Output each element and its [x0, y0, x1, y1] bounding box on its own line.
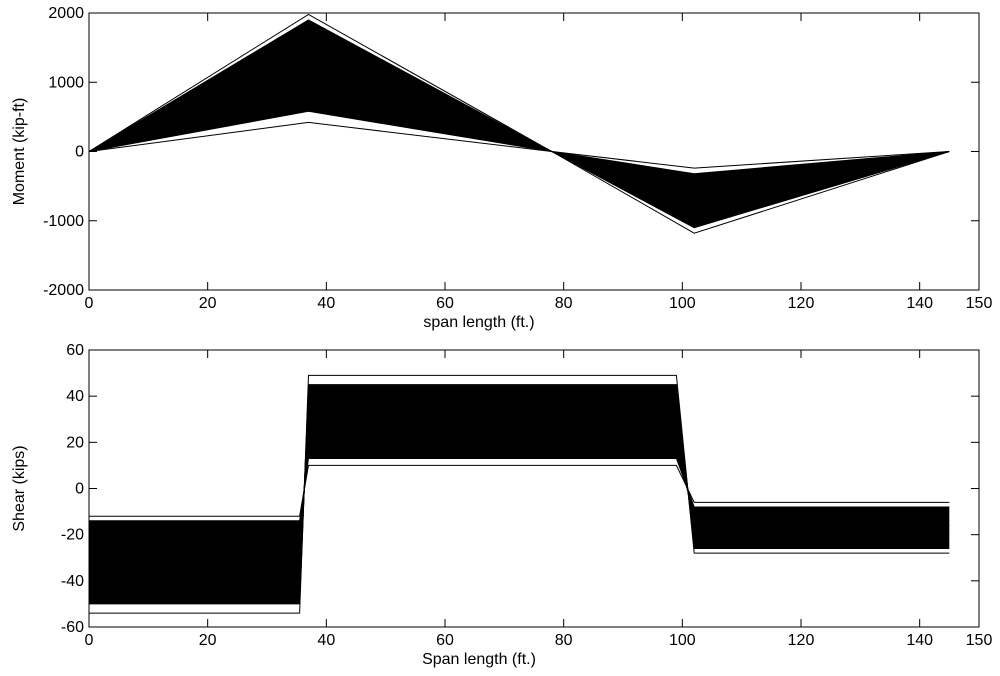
y-tick-label: 0 [75, 144, 84, 161]
x-tick-label: 120 [788, 295, 815, 312]
y-tick-label: -2000 [43, 282, 84, 299]
y-axis-label: Shear (kips) [11, 445, 28, 531]
plot-frame [89, 13, 979, 290]
y-tick-label: -1000 [43, 213, 84, 230]
y-tick-label: -20 [61, 527, 84, 544]
y-tick-label: 40 [66, 388, 84, 405]
y-tick-label: -60 [61, 619, 84, 636]
x-tick-label: 140 [906, 295, 933, 312]
y-tick-label: 60 [66, 342, 84, 359]
series-group [89, 375, 949, 613]
y-tick-label: -40 [61, 573, 84, 590]
series-density-band [89, 20, 949, 228]
x-tick-label: 140 [906, 632, 933, 649]
shear-panel: 0 20 40 60 80 100 120 140 150 -60 -40 -20 0 20 40 60 Spa… [11, 342, 992, 668]
moment-panel: 0 20 40 60 80 100 120 140 150 -2000 -1000 0 1000 2000… [11, 5, 992, 331]
y-tick-label: 1000 [48, 74, 84, 91]
x-tick-label: 60 [436, 632, 454, 649]
x-tick-label: 120 [788, 632, 815, 649]
x-axis-label: Span length (ft.) [422, 651, 536, 668]
x-tick-label: 20 [199, 295, 217, 312]
x-tick-label: 150 [966, 295, 993, 312]
y-tick-label: 0 [75, 481, 84, 498]
x-tick-label: 60 [436, 295, 454, 312]
x-tick-label: 100 [669, 632, 696, 649]
x-tick-label: 0 [85, 295, 94, 312]
series-group [89, 14, 949, 233]
y-tick-label: 20 [66, 434, 84, 451]
series-density-band [89, 385, 949, 604]
x-tick-label: 0 [85, 632, 94, 649]
x-tick-label: 20 [199, 632, 217, 649]
y-axis-label: Moment (kip-ft) [11, 98, 28, 206]
x-tick-label: 40 [317, 295, 335, 312]
x-tick-label: 100 [669, 295, 696, 312]
x-tick-label: 150 [966, 632, 993, 649]
x-tick-label: 80 [555, 632, 573, 649]
x-tick-label: 40 [317, 632, 335, 649]
x-axis-label: span length (ft.) [423, 314, 534, 331]
x-tick-label: 80 [555, 295, 573, 312]
y-tick-label: 2000 [48, 5, 84, 22]
